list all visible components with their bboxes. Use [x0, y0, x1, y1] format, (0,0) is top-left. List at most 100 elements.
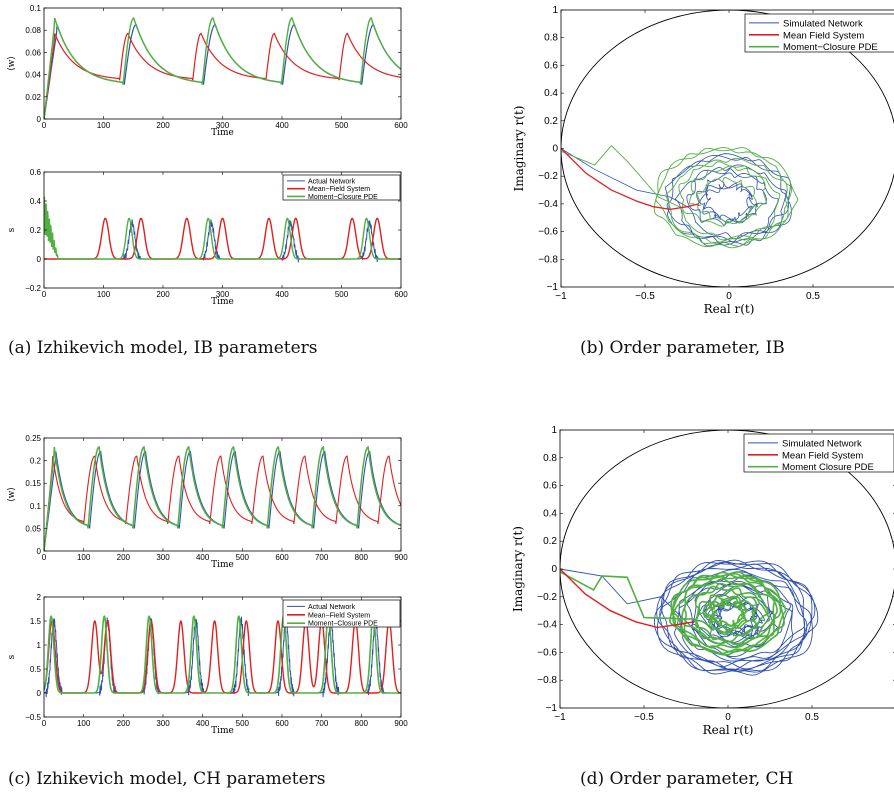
legend-label: Mean−Field System [308, 186, 370, 193]
y-tick-label: −1 [546, 703, 558, 714]
x-tick-label: 600 [394, 121, 408, 130]
y-tick-label: −0.4 [537, 620, 557, 631]
caption-b: (b) Order parameter, IB [580, 338, 785, 358]
series-line-1 [44, 455, 401, 551]
x-tick-label: 300 [216, 121, 230, 130]
y-tick-label: −0.2 [538, 171, 558, 182]
x-tick-label: 800 [355, 553, 369, 562]
series-line-0 [44, 24, 401, 119]
y-tick-label: 0.8 [544, 33, 558, 44]
chart-d: −1 −0.5 0 0.5 −1 −0.8 −0.6 −0.4 −0.2 0 0.2 0.4 0.6 0.… [511, 425, 894, 737]
legend-label: Actual Network [308, 604, 356, 611]
y-axis-label: s [7, 227, 17, 232]
x-tick-label: 600 [275, 553, 289, 562]
y-tick-label: 0 [37, 115, 42, 124]
y-tick-label: −0.2 [25, 284, 41, 293]
x-tick-label: −1 [555, 291, 567, 302]
y-tick-label: −0.2 [537, 592, 557, 603]
x-tick-label: 300 [156, 719, 170, 728]
x-tick-label: 0.5 [805, 712, 819, 723]
x-axis-label: Real r(t) [704, 302, 755, 316]
legend-label: Mean−Field System [308, 612, 370, 619]
plot-area-d [560, 430, 894, 708]
y-tick-label: 0.25 [25, 434, 41, 443]
y-tick-label: 0.4 [543, 508, 557, 519]
legend-label: Moment Closure PDE [782, 462, 874, 473]
y-axis-label: ⟨w⟩ [7, 56, 17, 71]
y-tick-label: 0 [37, 255, 42, 264]
y-tick-label: 1 [551, 425, 557, 436]
series-line-moment [560, 571, 787, 656]
y-tick-label: −0.6 [538, 227, 558, 238]
legend-label: Moment−Closure PDE [783, 42, 878, 53]
y-tick-label: 0.4 [544, 88, 558, 99]
axes-frame [43, 596, 402, 718]
series-line-meanfield [44, 620, 401, 694]
series-line-moment [44, 615, 401, 694]
series-line-meanfield [561, 148, 699, 211]
plot-area-a2 [44, 196, 401, 263]
y-tick-label: 0 [552, 144, 558, 155]
y-tick-label: −0.6 [537, 647, 557, 658]
x-tick-label: 300 [156, 553, 170, 562]
series-line-meanfield [560, 568, 695, 629]
y-axis-label: ⟨w⟩ [7, 487, 17, 502]
axes-frame [43, 7, 402, 120]
x-tick-label: 100 [97, 121, 111, 130]
caption-c: (c) Izhikevich model, CH parameters [8, 769, 326, 789]
y-tick-label: 0.15 [25, 479, 41, 488]
x-axis-label: Time [211, 726, 234, 736]
y-tick-label: 0 [37, 547, 42, 556]
x-tick-label: 200 [117, 553, 131, 562]
chart-a1: 0 100 200 300 400 500 600 0 0.02 0.04 0.06 0.08 0.1 T… [7, 4, 408, 138]
x-tick-label: 0 [725, 712, 731, 723]
y-tick-label: 0.08 [25, 26, 41, 35]
x-tick-label: 400 [196, 553, 210, 562]
x-tick-label: 0.5 [806, 291, 820, 302]
legend-label: Simulated Network [782, 438, 862, 449]
y-tick-label: 0.1 [30, 502, 42, 511]
series-line-2 [44, 17, 401, 119]
legend-label: Moment−Closure PDE [308, 194, 378, 201]
series-line-moment [561, 145, 799, 249]
y-tick-label: 0.02 [25, 93, 41, 102]
x-tick-label: 500 [335, 121, 349, 130]
x-tick-label: 600 [275, 719, 289, 728]
y-tick-label: 1 [552, 5, 558, 16]
x-tick-label: 500 [236, 719, 250, 728]
y-tick-label: 0.6 [544, 60, 558, 71]
legend-box [743, 433, 894, 473]
x-tick-label: −0.5 [634, 712, 654, 723]
x-tick-label: 200 [156, 290, 170, 299]
x-tick-label: 500 [236, 553, 250, 562]
plot-area-b [561, 10, 894, 287]
x-tick-label: 700 [315, 553, 329, 562]
series-line-1 [44, 32, 401, 119]
y-tick-label: 1 [37, 641, 42, 650]
legend-label: Moment−Closure PDE [308, 621, 378, 628]
x-tick-label: 700 [315, 719, 329, 728]
x-axis-label: Time [211, 560, 234, 570]
x-tick-label: 100 [77, 553, 91, 562]
x-tick-label: 800 [355, 719, 369, 728]
x-tick-label: −1 [554, 712, 566, 723]
x-tick-label: 900 [394, 719, 408, 728]
x-tick-label: 100 [77, 719, 91, 728]
x-axis-label: Time [211, 297, 234, 307]
x-axis-label: Time [211, 128, 234, 138]
y-tick-label: 1.5 [30, 617, 42, 626]
x-tick-label: 400 [196, 719, 210, 728]
y-axis-label: Imaginary r(t) [511, 526, 525, 612]
legend-label: Mean Field System [782, 450, 863, 461]
y-tick-label: 0.2 [30, 457, 42, 466]
y-tick-label: 0.2 [543, 536, 557, 547]
y-axis-label: Imaginary r(t) [512, 106, 526, 192]
y-tick-label: 0.4 [30, 197, 42, 206]
x-tick-label: 0 [42, 553, 47, 562]
x-tick-label: 400 [275, 290, 289, 299]
y-axis-label: s [7, 654, 17, 659]
